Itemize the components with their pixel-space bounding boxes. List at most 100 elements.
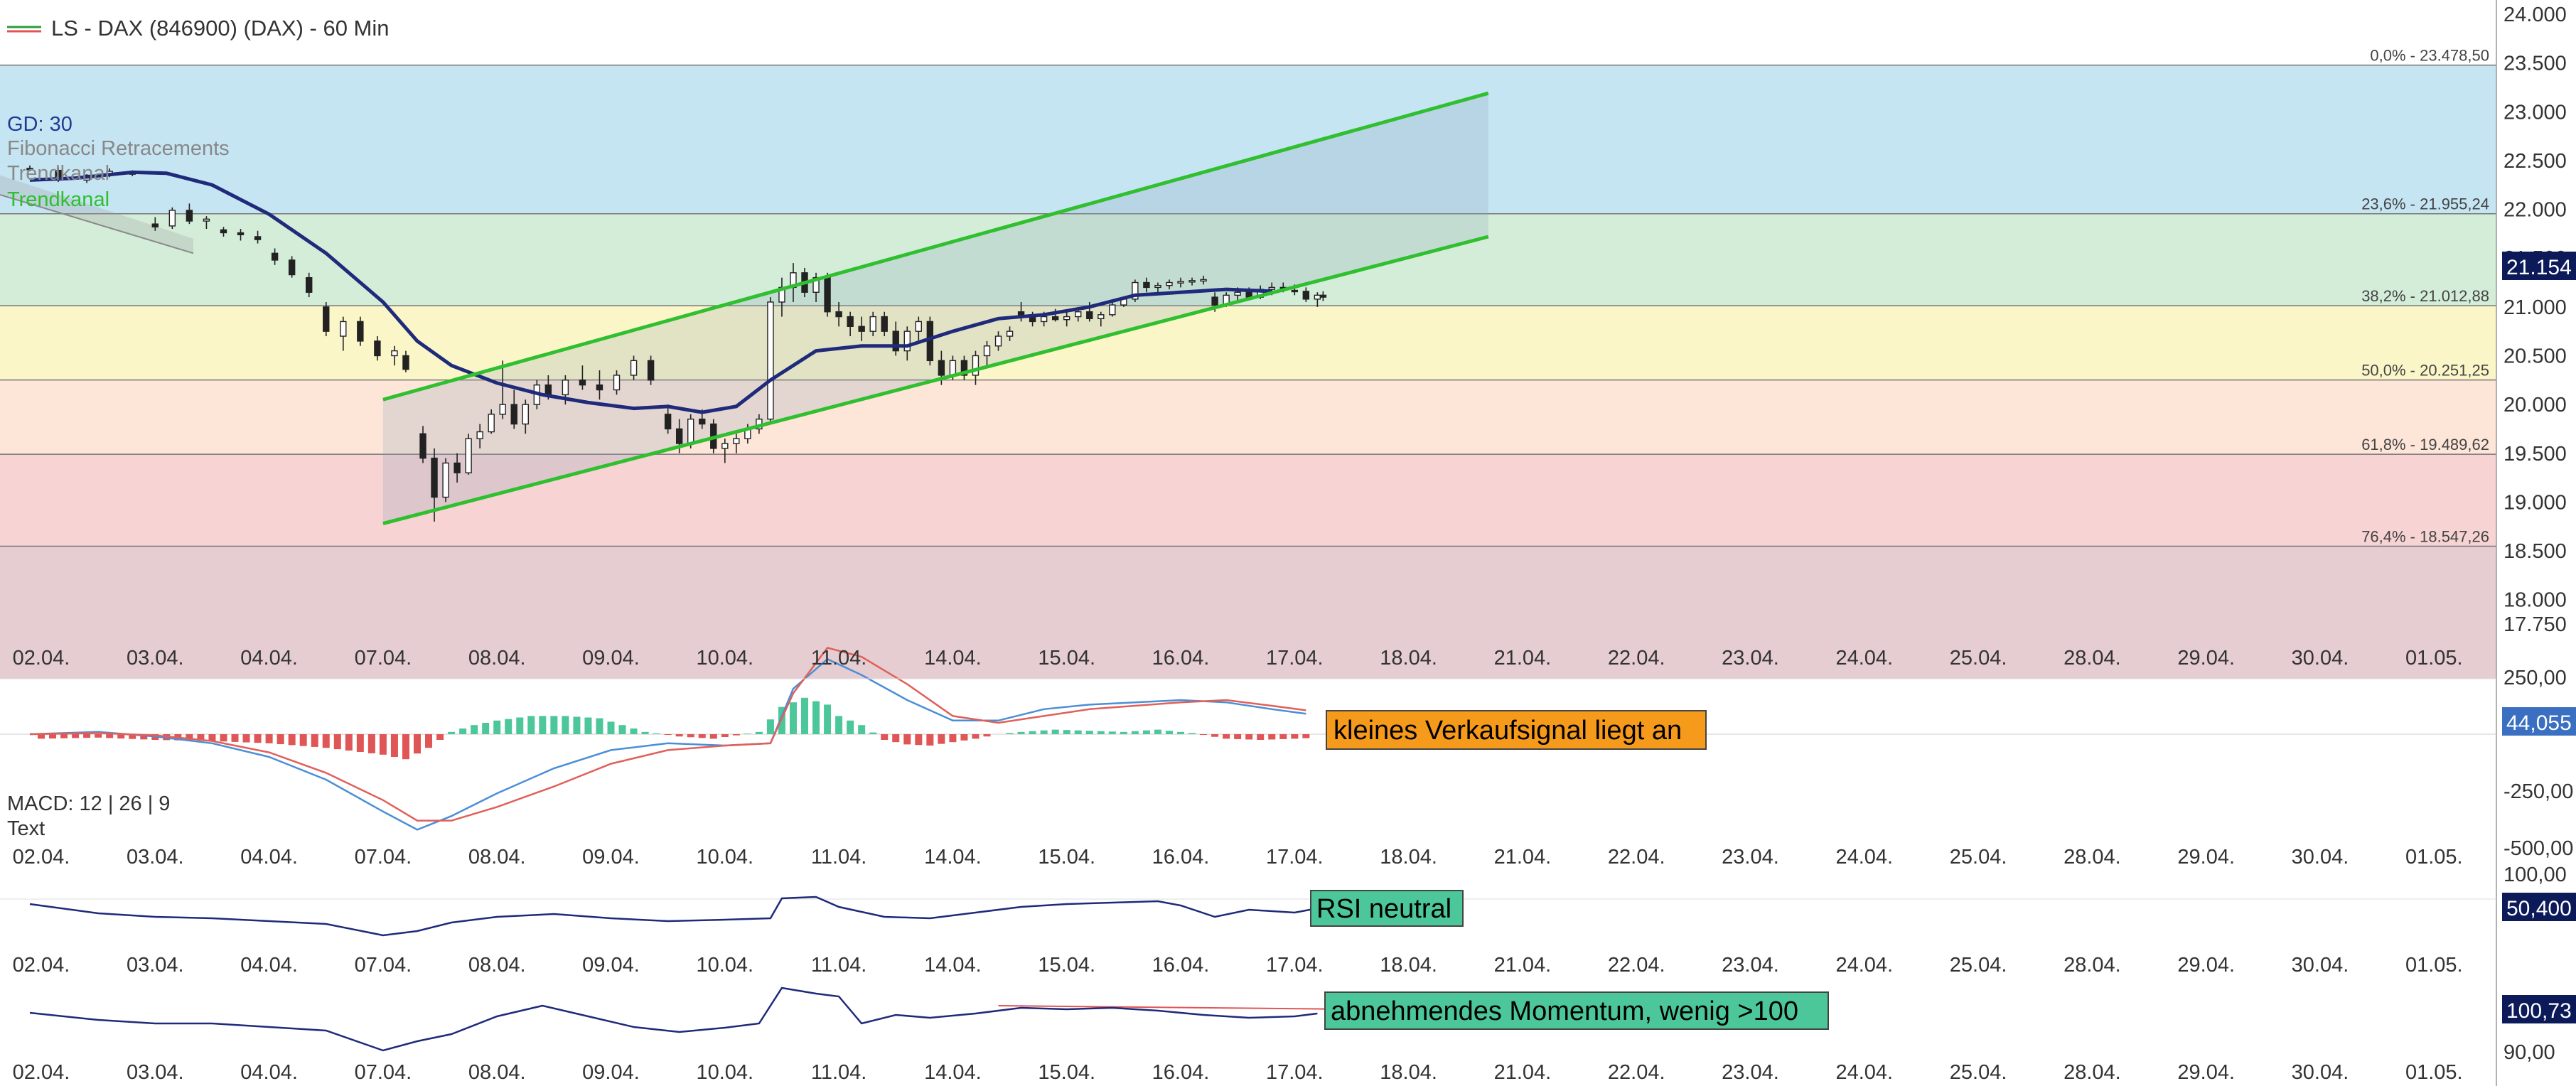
macd-histogram-bar [1268,734,1276,740]
macd-histogram-bar [220,734,227,742]
fib-label-2: 38,2% - 21.012,88 [2361,287,2489,305]
candle-body [938,360,945,376]
date-tick-1: 17.04. [1266,846,1324,869]
candle-body [835,311,842,318]
date-tick-0: 07.04. [355,647,412,670]
date-tick-2: 14.04. [924,954,982,977]
macd-histogram-bar [1085,731,1093,734]
date-tick-1: 10.04. [696,846,753,869]
macd-histogram-bar [938,734,945,744]
channel-upper-line [382,91,1489,402]
macd-histogram-bar [516,717,524,734]
date-tick-2: 08.04. [468,954,526,977]
date-tick-0: 14.04. [924,647,982,670]
candle-body [915,321,923,332]
candle-body [596,384,603,391]
date-tick-2: 23.04. [1722,954,1779,977]
date-tick-2: 11.04. [811,954,866,977]
macd-histogram-bar [972,734,980,739]
candle-body [687,419,694,444]
macd-histogram-bar [459,729,467,734]
svg-text:100,73: 100,73 [2506,999,2572,1023]
old-trendline [0,194,194,254]
macd-histogram-bar [345,734,353,751]
candle [869,311,876,337]
fib-label-4: 61,8% - 19.489,62 [2361,436,2489,453]
macd-histogram-bar [311,734,318,747]
date-tick-0: 17.04. [1266,647,1324,670]
candle [858,316,865,341]
candle-body [630,360,638,376]
candle-body [1166,281,1173,286]
macd-histogram-bar [390,734,398,757]
date-tick-2: 10.04. [696,954,753,977]
date-tick-1: 01.05. [2405,846,2463,869]
date-tick-2: 15.04. [1038,954,1095,977]
macd-histogram-bar [1017,731,1025,734]
date-tick-2: 16.04. [1152,954,1210,977]
candle [1302,287,1310,302]
macd-histogram-bar [903,734,911,745]
candle [824,272,831,317]
candle [915,316,923,341]
date-tick-0: 29.04. [2177,647,2235,670]
chart-title: LS - DAX (846900) (DAX) - 60 Min [51,16,390,41]
candle [903,326,911,361]
macd-histogram-bar [1279,734,1287,739]
trendkanal-legend-label-2[interactable]: Trendkanal [7,188,109,211]
macd-histogram-bar [1051,729,1059,734]
svg-text:RSI neutral: RSI neutral [1316,894,1451,924]
last-price-badge: 21.154 [2502,252,2576,280]
rsi-badge: RSI neutral [1310,890,1464,927]
candle [254,230,262,244]
macd-histogram-bar [596,718,603,734]
trendkanal-legend-label-1[interactable]: Trendkanal [7,162,109,185]
date-tick-2: 17.04. [1266,954,1324,977]
trend-channel-fill [382,93,1488,524]
date-tick-0: 21.04. [1494,647,1552,670]
candle [812,272,820,302]
date-tick-3: 03.04. [127,1061,184,1084]
date-tick-1: 16.04. [1152,846,1210,869]
candle-body [151,223,159,227]
macd-histogram-bar [322,734,330,748]
candle [892,321,899,356]
macd-histogram-bar [789,702,797,734]
date-tick-3: 08.04. [468,1061,526,1084]
candle [1177,277,1184,288]
macd-histogram-bar [539,716,547,734]
candle [664,404,672,434]
date-tick-3: 16.04. [1152,1061,1210,1084]
fibonacci-legend-label[interactable]: Fibonacci Retracements [7,137,230,160]
date-tick-0: 25.04. [1950,647,2007,670]
macd-histogram-bar [471,725,478,734]
macd-histogram-bar [129,734,136,739]
macd-histogram-bar [1234,734,1242,739]
macd-histogram-bar [197,734,205,741]
candle-body [1291,289,1299,293]
date-tick-3: 02.04. [13,1061,70,1084]
macd-histogram-bar [709,734,717,739]
candle-body [858,326,865,332]
candle [220,227,227,237]
rsi-line [29,896,1318,937]
candle [994,331,1002,351]
macd-histogram-bar [653,733,660,734]
macd-tick: -250,00 [2503,780,2573,803]
macd-histogram-bar [1188,733,1196,734]
date-tick-0: 15.04. [1038,647,1095,670]
macd-histogram-bar [1029,731,1036,734]
date-tick-1: 25.04. [1950,846,2007,869]
macd-histogram-bar [858,725,866,734]
macd-last-badge: 44,055 [2502,707,2576,736]
price-tick: 20.500 [2503,345,2567,367]
date-tick-0: 30.04. [2292,647,2349,670]
momentum-reference-line [998,1005,1352,1010]
candle-body [419,433,426,459]
macd-histogram-bar [698,734,706,738]
date-tick-2: 18.04. [1380,954,1437,977]
date-tick-3: 21.04. [1494,1061,1552,1084]
date-tick-0: 24.04. [1835,647,1893,670]
ma-legend-label[interactable]: GD: 30 [7,113,73,136]
candle-body [488,414,495,433]
